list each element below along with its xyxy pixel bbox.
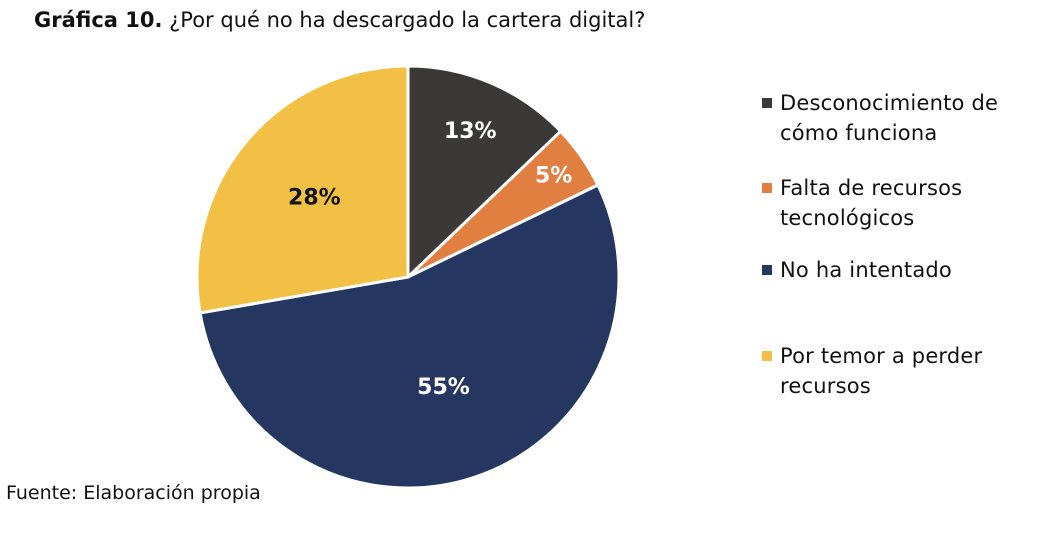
legend-label-falta-recursos: Falta de recursos tecnológicos [780,173,1042,233]
legend-item-no-ha-intentado: No ha intentado [762,255,1042,285]
legend-item-por-temor: Por temor a perder recursos [762,341,1042,401]
pie-slice-desconocimiento [406,64,563,281]
legend-item-desconocimiento: Desconocimiento de cómo funciona [762,88,1042,148]
legend-label-por-temor-line2: recursos [780,374,871,398]
pie-label-por-temor: 28% [288,186,341,211]
pie-label-falta-recursos: 5% [535,163,572,188]
legend-label-no-ha-intentado: No ha intentado [780,255,1042,285]
legend-label-falta-recursos-line2: tecnológicos [780,206,915,230]
legend-label-desconocimiento: Desconocimiento de cómo funciona [780,88,1042,148]
pie-label-desconocimiento: 13% [444,119,497,144]
legend-label-por-temor-line1: Por temor a perder [780,344,983,368]
pie-labels: 13% 5% 55% 28% [288,119,572,400]
chart-title-prefix: Gráfica 10. [34,8,163,32]
chart-title: Gráfica 10. ¿Por qué no ha descargado la… [34,6,645,34]
source-note: Fuente: Elaboración propia [6,482,261,504]
legend-label-desconocimiento-line1: Desconocimiento de [780,91,999,115]
pie-slices [195,64,621,490]
legend-swatch-por-temor [762,351,772,361]
legend-item-falta-recursos: Falta de recursos tecnológicos [762,173,1042,233]
pie-label-no-ha-intentado: 55% [417,375,470,400]
pie-slice-no-ha-intentado [198,183,621,490]
legend-swatch-falta-recursos [762,183,772,193]
legend-swatch-no-ha-intentado [762,265,772,275]
legend-label-no-ha-intentado-line1: No ha intentado [780,258,952,282]
legend-label-desconocimiento-line2: cómo funciona [780,121,938,145]
legend-label-por-temor: Por temor a perder recursos [780,341,1042,401]
chart-title-text: ¿Por qué no ha descargado la cartera dig… [162,8,646,32]
legend-label-falta-recursos-line1: Falta de recursos [780,176,963,200]
pie-slice-por-temor [195,64,410,315]
legend-swatch-desconocimiento [762,98,772,108]
